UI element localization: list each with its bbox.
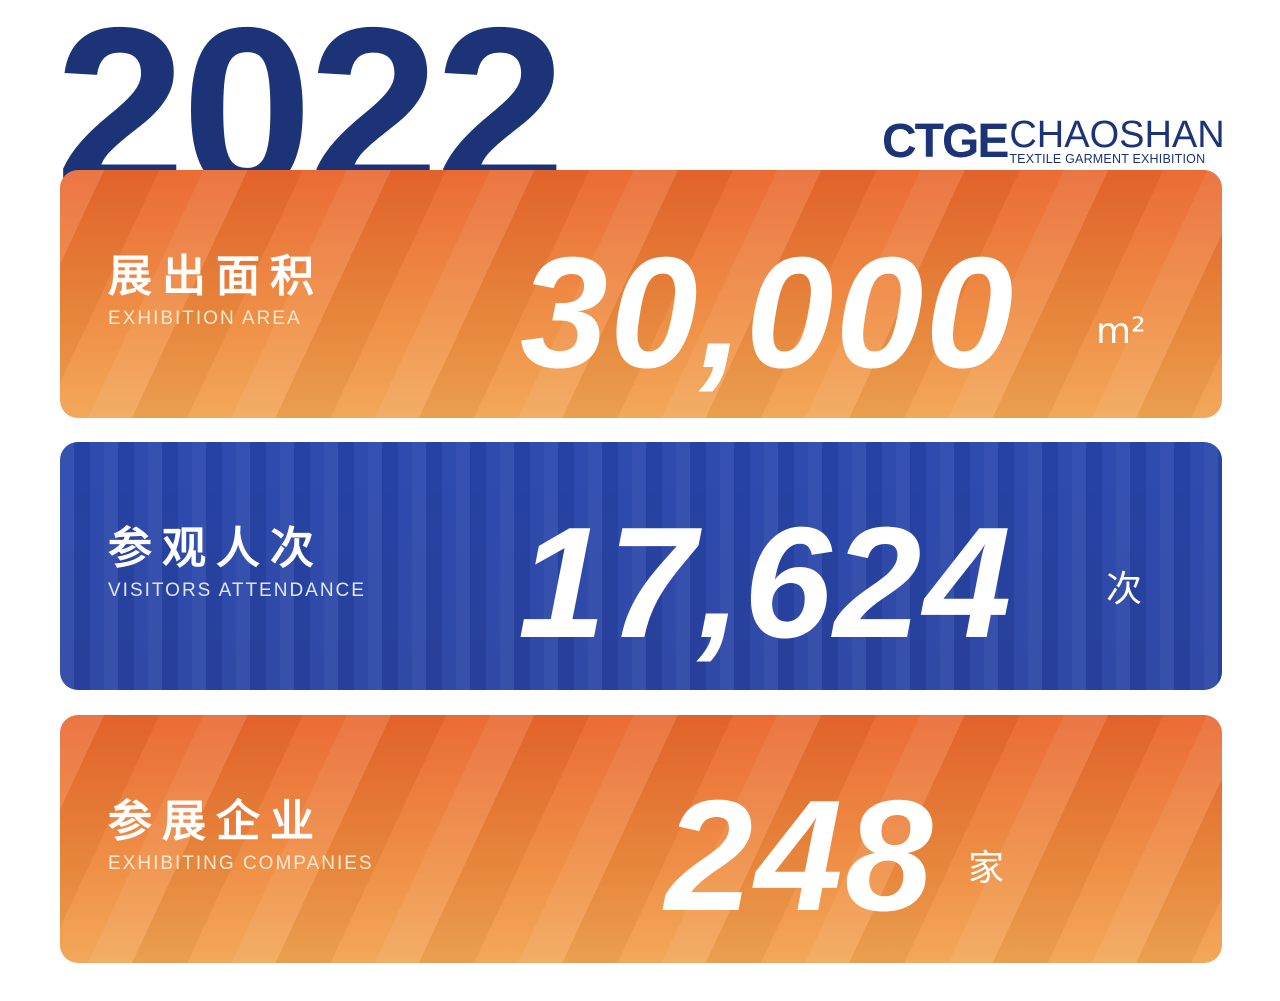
ctge-logo: CTGE CHAOSHAN TEXTILE GARMENT EXHIBITION <box>882 114 1225 168</box>
stat-value: 30,000 <box>520 225 1016 401</box>
stat-value: 248 <box>665 768 935 944</box>
stat-card-companies: 参展企业 EXHIBITING COMPANIES 248 家 <box>60 715 1222 963</box>
stat-label-cn: 展出面积 <box>108 251 324 302</box>
background-photo <box>60 170 1222 418</box>
stat-label-en: EXHIBITING COMPANIES <box>108 853 374 874</box>
stat-card-exhibition-area: 展出面积 EXHIBITION AREA 30,000 m² <box>60 170 1222 418</box>
logo-brand: CTGE <box>882 115 1009 168</box>
stat-unit: 次 <box>1106 569 1143 610</box>
stat-label-cn: 参观人次 <box>108 523 324 574</box>
stat-label-en: VISITORS ATTENDANCE <box>108 580 366 601</box>
stat-unit: 家 <box>968 848 1005 889</box>
stat-label-en: EXHIBITION AREA <box>108 308 302 329</box>
stat-unit: m² <box>1096 311 1146 352</box>
stat-card-visitors: 参观人次 VISITORS ATTENDANCE 17,624 次 <box>60 442 1222 690</box>
background-photo <box>60 442 1222 690</box>
stat-label-cn: 参展企业 <box>108 796 324 847</box>
logo-tagline: TEXTILE GARMENT EXHIBITION <box>1009 152 1206 166</box>
background-photo <box>60 715 1222 963</box>
logo-city: CHAOSHAN <box>1009 114 1225 156</box>
stat-value: 17,624 <box>518 495 1014 671</box>
